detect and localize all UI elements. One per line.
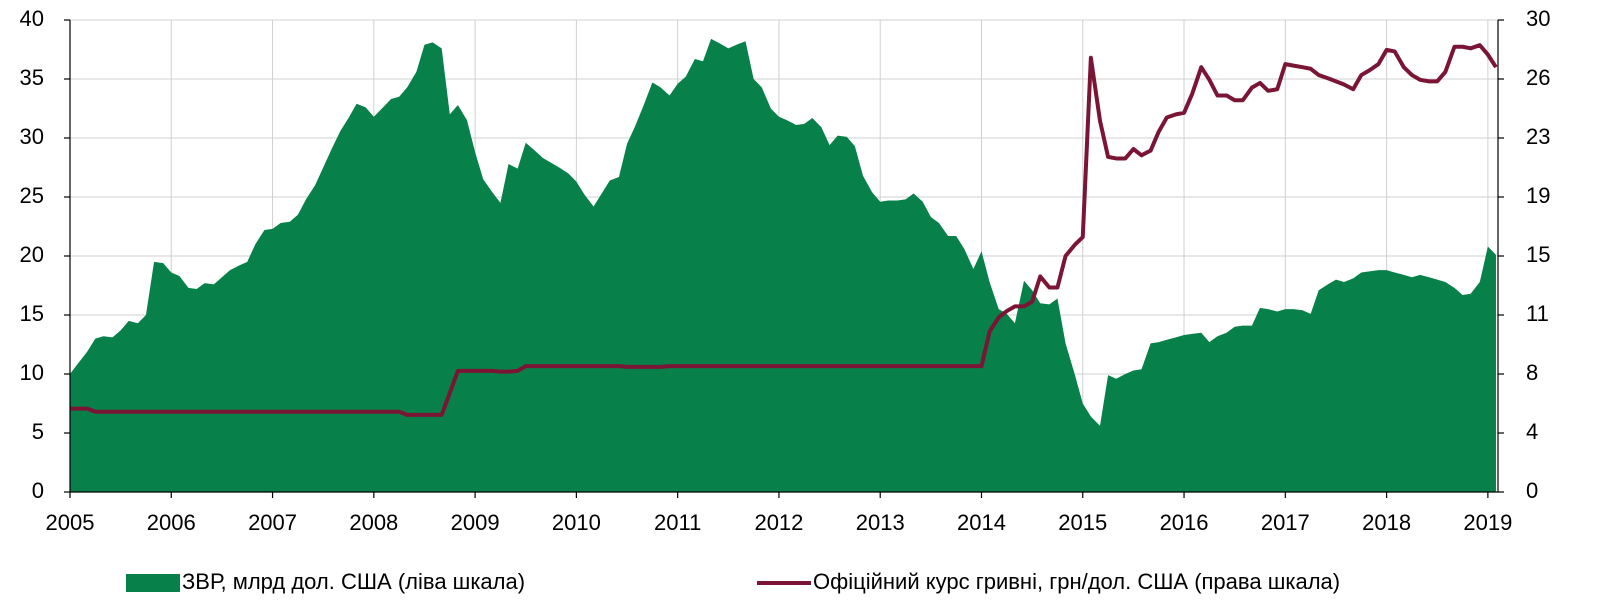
y2-tick-label: 15 <box>1526 242 1550 267</box>
x-tick-label: 2017 <box>1261 510 1310 535</box>
x-tick-label: 2016 <box>1160 510 1209 535</box>
x-tick-label: 2015 <box>1058 510 1107 535</box>
y2-tick-label: 4 <box>1526 419 1538 444</box>
y-tick-label: 35 <box>20 65 44 90</box>
y-tick-label: 15 <box>20 301 44 326</box>
y-tick-label: 40 <box>20 6 44 31</box>
y2-tick-label: 30 <box>1526 6 1550 31</box>
x-tick-label: 2008 <box>349 510 398 535</box>
area <box>70 38 1496 492</box>
x-tick-label: 2012 <box>754 510 803 535</box>
y-tick-label: 25 <box>20 183 44 208</box>
x-tick-label: 2010 <box>552 510 601 535</box>
y-tick-label: 10 <box>20 360 44 385</box>
y2-tick-label: 0 <box>1526 478 1538 503</box>
x-tick-label: 2007 <box>248 510 297 535</box>
y2-tick-label: 8 <box>1526 360 1538 385</box>
y2-tick-label: 26 <box>1526 65 1550 90</box>
y-tick-label: 5 <box>32 419 44 444</box>
y2-tick-label: 23 <box>1526 124 1550 149</box>
x-tick-label: 2011 <box>654 510 701 535</box>
y-tick-label: 0 <box>32 478 44 503</box>
x-tick-label: 2006 <box>147 510 196 535</box>
x-tick-label: 2019 <box>1463 510 1512 535</box>
legend-label: Офіційний курс гривні, грн/дол. США (пра… <box>813 569 1340 594</box>
y2-tick-label: 19 <box>1526 183 1550 208</box>
y2-tick-label: 11 <box>1526 301 1549 326</box>
line <box>70 43 1498 417</box>
x-tick-label: 2005 <box>46 510 95 535</box>
legend-swatch <box>126 574 180 592</box>
legend-label: ЗВР, млрд дол. США (ліва шкала) <box>182 569 525 594</box>
x-tick-label: 2009 <box>451 510 500 535</box>
y-tick-label: 20 <box>20 242 44 267</box>
x-tick-label: 2014 <box>957 510 1006 535</box>
x-tick-label: 2013 <box>856 510 905 535</box>
x-tick-label: 2018 <box>1362 510 1411 535</box>
y-tick-label: 30 <box>20 124 44 149</box>
